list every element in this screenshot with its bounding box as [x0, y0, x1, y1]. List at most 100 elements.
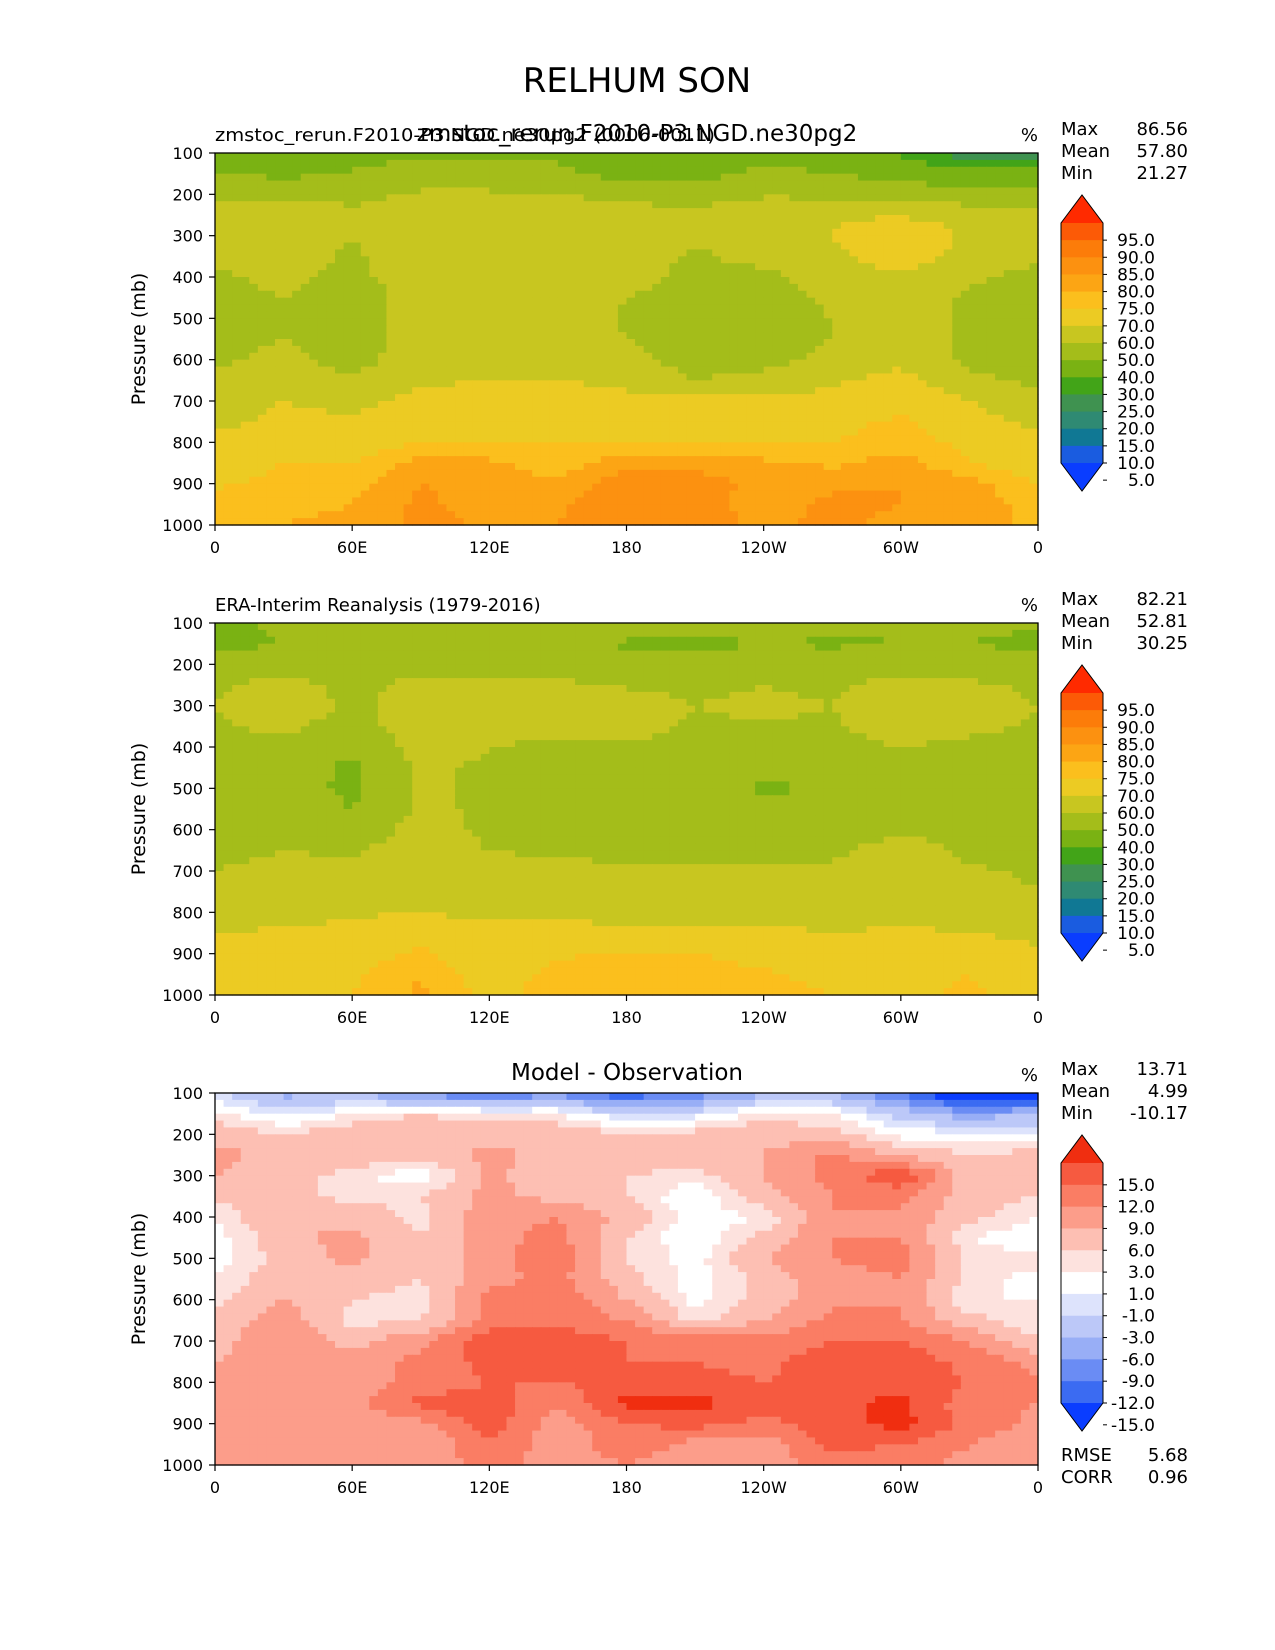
heatmap-cell	[437, 414, 448, 423]
heatmap-cell	[352, 153, 362, 161]
heatmap-cell	[789, 290, 799, 299]
heatmap-cell	[1012, 256, 1022, 264]
heatmap-cell	[506, 463, 516, 471]
heatmap-cell	[249, 173, 259, 182]
heatmap-cell	[815, 442, 825, 450]
heatmap-cell	[695, 180, 705, 189]
heatmap-cell	[806, 325, 816, 333]
heatmap-cell	[695, 201, 705, 209]
heatmap-cell	[1029, 318, 1039, 326]
heatmap-cell	[797, 339, 808, 347]
heatmap-cell	[317, 290, 328, 299]
heatmap-cell	[677, 421, 688, 430]
heatmap-cell	[857, 270, 868, 278]
heatmap-cell	[703, 283, 713, 292]
heatmap-cell	[797, 153, 808, 161]
heatmap-cell	[892, 490, 902, 499]
heatmap-cell	[883, 228, 893, 237]
heatmap-cell	[335, 235, 345, 244]
heatmap-cell	[223, 339, 233, 347]
heatmap-cell	[360, 421, 370, 430]
heatmap-cell	[377, 166, 388, 175]
heatmap-cell	[712, 311, 722, 319]
heatmap-cell	[900, 504, 910, 512]
heatmap-cell	[695, 208, 705, 216]
heatmap-cell	[240, 442, 250, 450]
heatmap-cell	[926, 490, 936, 499]
heatmap-cell	[369, 297, 379, 306]
heatmap-cell	[652, 166, 662, 175]
heatmap-cell	[446, 256, 456, 264]
heatmap-cell	[789, 221, 799, 230]
heatmap-cell	[643, 166, 653, 175]
heatmap-cell	[772, 249, 782, 257]
heatmap-cell	[506, 187, 516, 195]
heatmap-cell	[497, 435, 508, 443]
heatmap-cell	[232, 421, 242, 430]
heatmap-cell	[240, 332, 250, 340]
heatmap-cell	[523, 297, 533, 306]
heatmap-cell	[626, 194, 636, 202]
heatmap-cell	[232, 180, 242, 189]
heatmap-cell	[403, 387, 413, 395]
heatmap-cell	[583, 366, 593, 375]
heatmap-cell	[917, 428, 928, 437]
heatmap-cell	[866, 187, 876, 195]
heatmap-cell	[712, 490, 722, 499]
heatmap-cell	[446, 339, 456, 347]
heatmap-cell	[695, 401, 705, 409]
heatmap-cell	[823, 359, 833, 368]
heatmap-cell	[763, 256, 773, 264]
heatmap-cell	[240, 249, 250, 257]
heatmap-cell	[583, 435, 593, 443]
heatmap-cell	[789, 345, 799, 354]
heatmap-cell	[609, 469, 619, 478]
heatmap-cell	[823, 201, 833, 209]
heatmap-cell	[875, 401, 885, 409]
heatmap-cell	[523, 387, 533, 395]
heatmap-cell	[335, 215, 345, 223]
heatmap-cell	[309, 215, 319, 223]
heatmap-cell	[720, 242, 730, 251]
heatmap-cell	[249, 215, 259, 223]
heatmap-cell	[249, 235, 259, 244]
heatmap-cell	[755, 270, 765, 278]
heatmap-cell	[566, 463, 576, 471]
heatmap-cell	[437, 215, 448, 223]
heatmap-cell	[463, 469, 473, 478]
heatmap-cell	[815, 304, 825, 313]
heatmap-cell	[986, 483, 996, 492]
heatmap-cell	[789, 180, 799, 189]
heatmap-cell	[883, 304, 893, 313]
heatmap-cell	[489, 497, 499, 505]
heatmap-cell	[840, 166, 850, 175]
heatmap-cell	[292, 325, 302, 333]
heatmap-cell	[737, 215, 748, 223]
heatmap-cell	[840, 221, 850, 230]
heatmap-cell	[429, 235, 439, 244]
heatmap-cell	[472, 242, 482, 251]
heatmap-cell	[463, 428, 473, 437]
heatmap-cell	[566, 387, 576, 395]
heatmap-cell	[506, 180, 516, 189]
heatmap-cell	[300, 401, 310, 409]
heatmap-cell	[617, 290, 628, 299]
heatmap-cell	[900, 483, 910, 492]
heatmap-cell	[583, 456, 593, 464]
heatmap-cell	[540, 180, 550, 189]
heatmap-cell	[797, 456, 808, 464]
heatmap-cell	[275, 187, 285, 195]
heatmap-cell	[446, 476, 456, 485]
heatmap-cell	[900, 283, 910, 292]
heatmap-cell	[266, 159, 276, 168]
heatmap-cell	[926, 469, 936, 478]
heatmap-cell	[780, 215, 790, 223]
heatmap-cell	[617, 283, 628, 292]
heatmap-cell	[317, 442, 328, 450]
heatmap-cell	[523, 339, 533, 347]
heatmap-cell	[395, 325, 405, 333]
heatmap-cell	[772, 318, 782, 326]
heatmap-cell	[1012, 187, 1022, 195]
heatmap-cell	[489, 201, 499, 209]
heatmap-cell	[523, 401, 533, 409]
